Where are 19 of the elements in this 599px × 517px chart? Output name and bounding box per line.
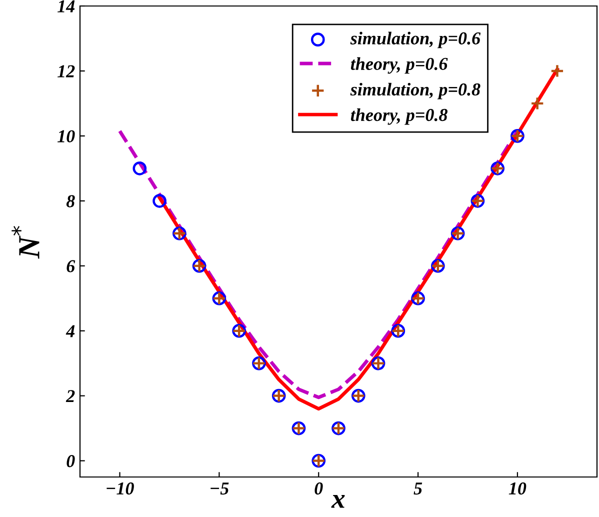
x-tick-label: 0 [314, 482, 323, 495]
y-tick-label: 12 [58, 65, 75, 78]
legend-label: theory, p=0.6 [350, 57, 448, 74]
legend-label: theory, p=0.8 [350, 108, 448, 125]
y-tick-label: 14 [58, 0, 75, 12]
y-tick-label: 0 [66, 455, 75, 468]
x-tick-label: −5 [210, 482, 229, 495]
y-tick-label: 6 [66, 260, 76, 272]
legend-label: simulation, p=0.6 [350, 32, 481, 48]
legend-label: simulation, p=0.8 [350, 82, 480, 100]
y-tick-label: 4 [66, 325, 75, 338]
x-tick-label: −10 [106, 482, 134, 495]
x-tick-label: 5 [414, 482, 422, 495]
x-tick-label: 10 [508, 482, 526, 495]
y-axis-title: N$^{*}$ [12, 226, 40, 259]
y-tick-label: 10 [58, 130, 75, 142]
y-tick-label: 2 [66, 390, 75, 402]
y-tick-label: 8 [66, 195, 75, 208]
x-axis-title: x [331, 495, 345, 508]
